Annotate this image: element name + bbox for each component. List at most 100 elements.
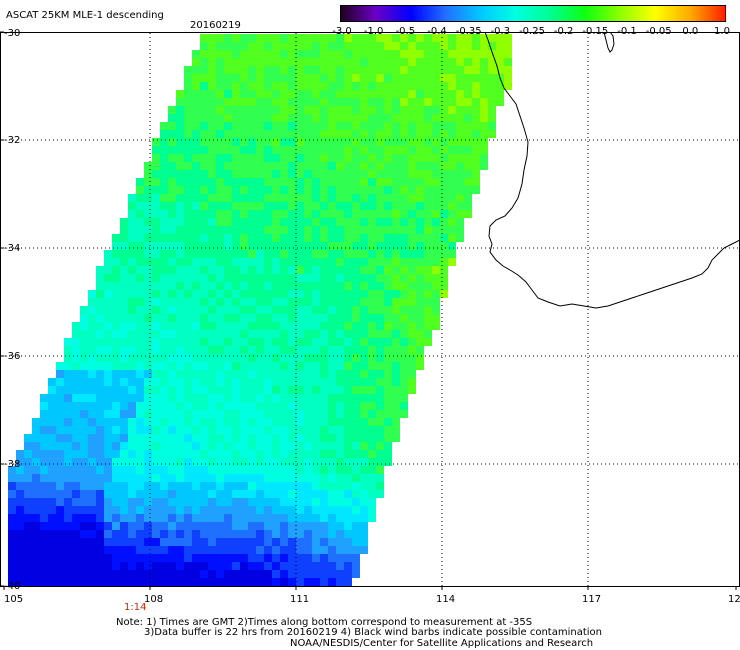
swath-cell [392, 146, 400, 154]
swath-cell [416, 162, 424, 170]
swath-cell [288, 346, 296, 354]
swath-cell [232, 226, 240, 234]
swath-cell [256, 466, 264, 474]
swath-cell [384, 50, 392, 58]
swath-cell [488, 130, 496, 138]
swath-cell [200, 498, 208, 506]
swath-cell [368, 514, 376, 522]
swath-cell [16, 450, 24, 458]
swath-cell [96, 410, 104, 418]
swath-cell [176, 410, 184, 418]
swath-cell [328, 210, 336, 218]
swath-cell [352, 90, 360, 98]
swath-cell [352, 146, 360, 154]
swath-cell [104, 498, 112, 506]
swath-cell [208, 114, 216, 122]
swath-cell [136, 530, 144, 538]
swath-cell [224, 346, 232, 354]
swath-cell [344, 370, 352, 378]
swath-cell [320, 178, 328, 186]
swath-cell [88, 434, 96, 442]
swath-cell [424, 330, 432, 338]
swath-cell [424, 98, 432, 106]
swath-cell [40, 458, 48, 466]
swath-cell [104, 466, 112, 474]
swath-cell [496, 42, 504, 50]
swath-cell [440, 98, 448, 106]
swath-cell [120, 314, 128, 322]
swath-cell [384, 306, 392, 314]
swath-cell [192, 290, 200, 298]
swath-cell [184, 154, 192, 162]
swath-cell [312, 106, 320, 114]
swath-cell [168, 306, 176, 314]
swath-cell [88, 418, 96, 426]
swath-cell [304, 250, 312, 258]
swath-cell [104, 346, 112, 354]
swath-cell [408, 170, 416, 178]
swath-cell [280, 178, 288, 186]
swath-cell [8, 546, 16, 554]
swath-cell [8, 562, 16, 570]
swath-cell [184, 562, 192, 570]
swath-cell [168, 122, 176, 130]
swath-cell [136, 274, 144, 282]
swath-cell [472, 114, 480, 122]
swath-cell [384, 354, 392, 362]
swath-cell [8, 498, 16, 506]
swath-cell [384, 154, 392, 162]
swath-cell [72, 370, 80, 378]
swath-cell [128, 554, 136, 562]
swath-cell [360, 154, 368, 162]
swath-cell [456, 170, 464, 178]
swath-cell [384, 114, 392, 122]
swath-cell [280, 346, 288, 354]
swath-cell [344, 74, 352, 82]
swath-cell [408, 34, 416, 42]
swath-cell [24, 538, 32, 546]
swath-cell [472, 170, 480, 178]
swath-cell [152, 330, 160, 338]
swath-cell [352, 490, 360, 498]
swath-cell [232, 266, 240, 274]
swath-cell [304, 138, 312, 146]
swath-cell [192, 322, 200, 330]
swath-cell [288, 42, 296, 50]
swath-cell [88, 394, 96, 402]
swath-cell [264, 450, 272, 458]
swath-cell [152, 482, 160, 490]
swath-cell [152, 250, 160, 258]
swath-cell [168, 290, 176, 298]
swath-cell [192, 274, 200, 282]
swath-cell [216, 442, 224, 450]
swath-cell [408, 266, 416, 274]
swath-cell [240, 330, 248, 338]
swath-cell [360, 458, 368, 466]
swath-cell [216, 578, 224, 586]
swath-cell [400, 234, 408, 242]
swath-cell [200, 562, 208, 570]
swath-cell [200, 122, 208, 130]
swath-cell [176, 338, 184, 346]
swath-cell [304, 74, 312, 82]
swath-cell [264, 146, 272, 154]
swath-cell [432, 154, 440, 162]
swath-cell [232, 186, 240, 194]
swath-cell [256, 362, 264, 370]
swath-cell [232, 362, 240, 370]
swath-cell [320, 290, 328, 298]
swath-cell [448, 90, 456, 98]
swath-cell [328, 226, 336, 234]
swath-cell [296, 146, 304, 154]
swath-cell [472, 42, 480, 50]
swath-cell [88, 450, 96, 458]
swath-cell [240, 266, 248, 274]
swath-cell [168, 562, 176, 570]
swath-cell [376, 442, 384, 450]
swath-cell [424, 106, 432, 114]
swath-cell [192, 346, 200, 354]
swath-cell [432, 58, 440, 66]
swath-cell [320, 450, 328, 458]
swath-cell [392, 90, 400, 98]
swath-cell [432, 250, 440, 258]
